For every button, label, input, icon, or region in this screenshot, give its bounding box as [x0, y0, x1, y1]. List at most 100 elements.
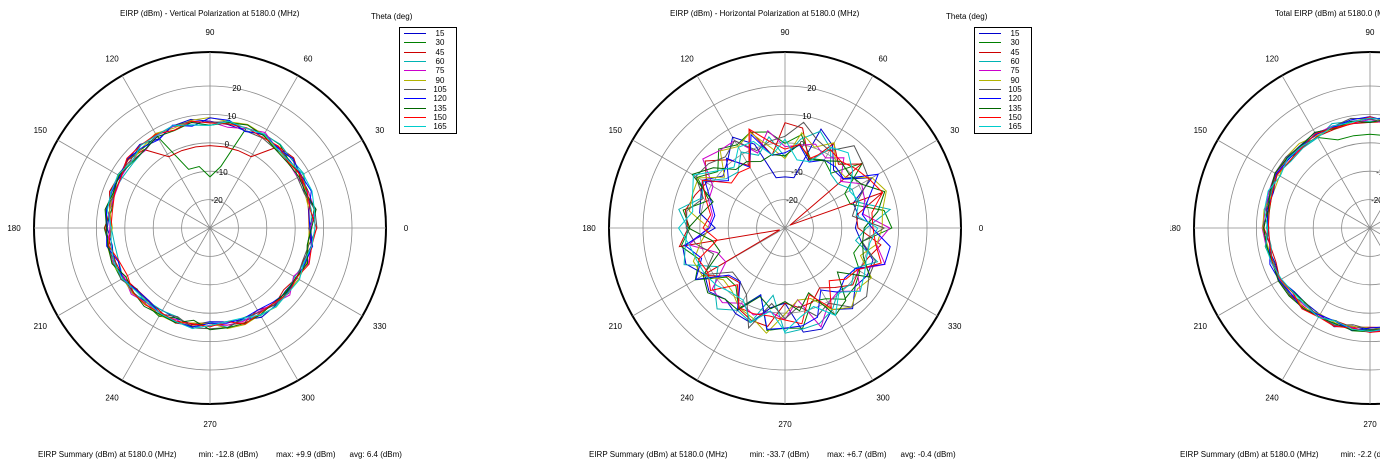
angle-tick-label: 150	[34, 126, 48, 135]
summary-label: EIRP Summary (dBm) at 5180.0 (MHz)	[589, 450, 728, 459]
legend-swatch	[404, 116, 426, 118]
grid-spoke	[784, 227, 938, 317]
legend-entry: 165	[975, 122, 1031, 131]
angle-tick-label: 270	[203, 420, 217, 429]
angle-tick-label: 60	[304, 54, 313, 63]
angle-tick-label: 150	[1194, 126, 1208, 135]
legend-label: 15	[1010, 29, 1020, 39]
grid-spoke	[1369, 221, 1380, 229]
series-line-theta-75	[106, 121, 316, 330]
angle-tick-label: 0	[979, 224, 984, 233]
summary-label: EIRP Summary (dBm) at 5180.0 (MHz)	[38, 450, 177, 459]
legend-label: 60	[1010, 57, 1020, 67]
angle-tick-label: 30	[950, 126, 959, 135]
grid-spoke	[209, 75, 299, 229]
angle-tick-label: 210	[34, 322, 48, 331]
summary-max: max: +6.7 (dBm)	[827, 450, 887, 459]
summary-min: min: -2.2 (dBm)	[1340, 450, 1380, 459]
angle-tick-label: 330	[948, 322, 962, 331]
legend-swatch	[979, 33, 1001, 35]
series-line-theta-105	[685, 121, 886, 330]
legend-entry: 90	[975, 75, 1031, 85]
grid-spoke	[784, 227, 874, 381]
legend-label: 105	[1008, 84, 1022, 94]
legend-swatch	[404, 107, 426, 109]
grid-spoke	[1281, 227, 1371, 381]
grid-spoke	[57, 139, 211, 229]
legend-swatch	[979, 116, 1001, 118]
angle-tick-label: 60	[879, 54, 888, 63]
legend-label: 75	[435, 66, 445, 76]
legend-entry: 75	[400, 66, 456, 75]
grid-spoke	[209, 139, 363, 229]
legend-swatch	[979, 88, 1001, 90]
legend-swatch	[404, 33, 426, 35]
legend-title: Theta (deg)	[946, 12, 988, 21]
legend-swatch	[979, 51, 1001, 53]
legend-entry: 105	[975, 85, 1031, 94]
angle-tick-label: 120	[1265, 54, 1279, 63]
grid-spoke	[1217, 227, 1371, 317]
legend-label: 165	[1008, 122, 1022, 132]
legend-label: 45	[435, 47, 445, 57]
legend-swatch	[404, 70, 426, 72]
radial-tick-label: -20	[786, 196, 798, 205]
legend-swatch	[404, 126, 426, 128]
legend-label: 30	[1010, 38, 1020, 48]
polar-chart-panel: EIRP (dBm) - Vertical Polarization at 51…	[0, 0, 460, 464]
legend-entry: 30	[400, 38, 456, 47]
legend-entry: 105	[400, 85, 456, 94]
eirp-summary: EIRP Summary (dBm) at 5180.0 (MHz) min: -…	[1180, 450, 1380, 459]
legend-label: 120	[1008, 94, 1022, 104]
grid-spoke	[1369, 227, 1380, 235]
angle-tick-label: 180	[582, 224, 596, 233]
angle-tick-label: 180	[1170, 224, 1181, 233]
angle-tick-label: 210	[1194, 322, 1208, 331]
angle-tick-label: 0	[404, 224, 409, 233]
angle-tick-label: 330	[373, 322, 387, 331]
angle-tick-label: 270	[778, 420, 792, 429]
legend-swatch	[404, 51, 426, 53]
radial-tick-label: -20	[1371, 196, 1380, 205]
legend-label: 150	[433, 112, 447, 122]
grid-spoke	[696, 227, 786, 381]
series-line-theta-90	[1262, 116, 1380, 329]
angle-tick-label: 240	[105, 394, 119, 403]
grid-spoke	[121, 75, 211, 229]
series-line-theta-135	[1263, 119, 1380, 331]
polar-chart-panel: EIRP (dBm) - Horizontal Polarization at …	[575, 0, 1035, 464]
angle-tick-label: 120	[105, 54, 119, 63]
legend-swatch	[979, 79, 1001, 81]
grid-spoke	[1369, 227, 1380, 247]
legend-entry: 30	[975, 38, 1031, 47]
legend-swatch	[404, 42, 426, 44]
legend-label: 30	[435, 38, 445, 48]
grid-spoke	[1369, 209, 1380, 229]
legend-label: 135	[1008, 103, 1022, 113]
legend-label: 60	[435, 57, 445, 67]
legend-entry: 90	[400, 75, 456, 85]
chart-title: EIRP (dBm) - Vertical Polarization at 51…	[120, 9, 300, 18]
legend-entry: 75	[975, 66, 1031, 75]
radial-tick-label: 10	[227, 112, 236, 121]
legend-swatch	[979, 61, 1001, 63]
angle-tick-label: 180	[7, 224, 21, 233]
angle-tick-label: 90	[206, 28, 215, 37]
legend-swatch	[979, 107, 1001, 109]
summary-max: max: +9.9 (dBm)	[276, 450, 336, 459]
radial-tick-label: 20	[232, 84, 241, 93]
grid-spoke	[209, 227, 299, 381]
grid-spoke	[121, 227, 211, 381]
legend-swatch	[979, 42, 1001, 44]
angle-tick-label: 300	[301, 394, 315, 403]
chart-title: EIRP (dBm) - Horizontal Polarization at …	[670, 9, 860, 18]
legend-entry: 135	[400, 103, 456, 113]
summary-min: min: -12.8 (dBm)	[198, 450, 259, 459]
grid-spoke	[209, 227, 363, 317]
legend-swatch	[404, 88, 426, 90]
legend-title: Theta (deg)	[371, 12, 413, 21]
summary-label: EIRP Summary (dBm) at 5180.0 (MHz)	[1180, 450, 1319, 459]
legend-entry: 45	[975, 48, 1031, 57]
legend-swatch	[979, 126, 1001, 128]
legend-entry: 15	[400, 29, 456, 38]
